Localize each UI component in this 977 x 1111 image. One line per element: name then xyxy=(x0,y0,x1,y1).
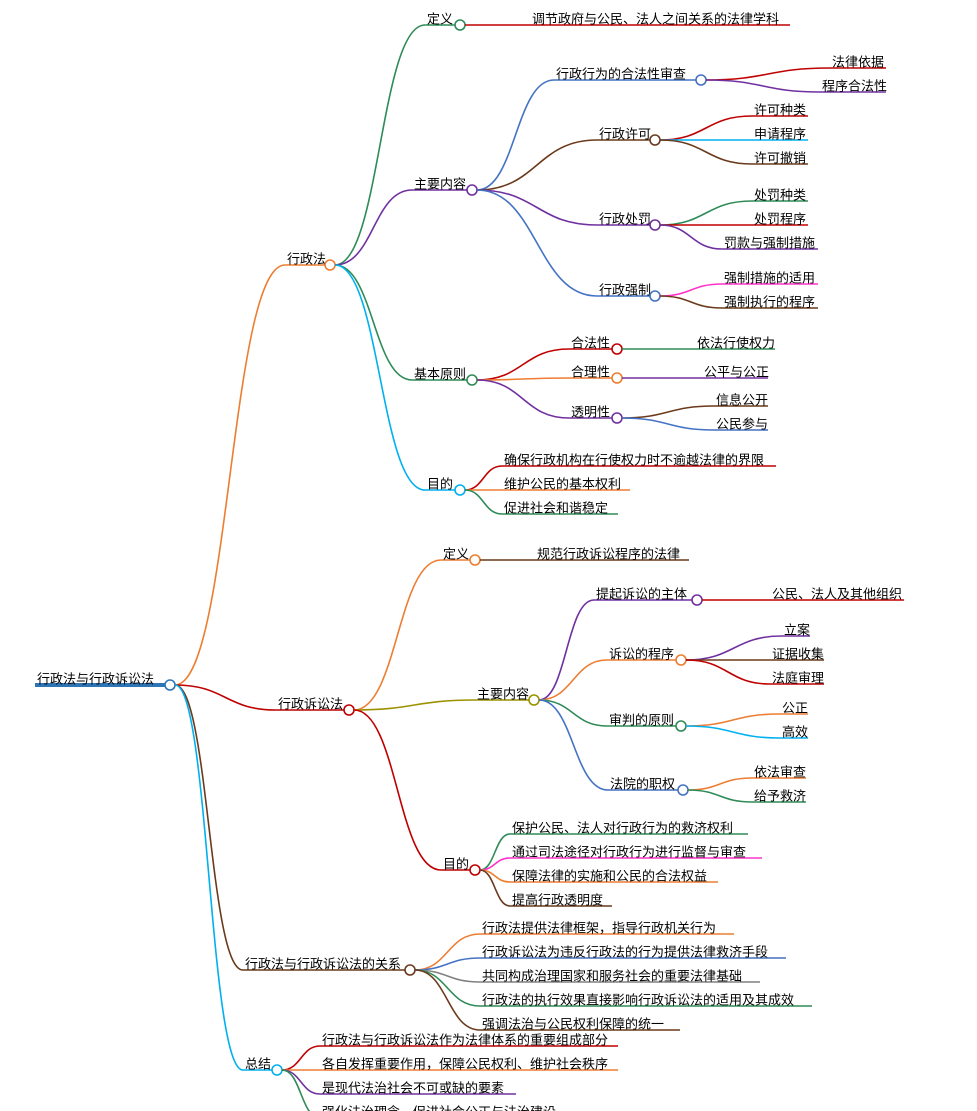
node-label: 通过司法途径对行政行为进行监督与审查 xyxy=(512,844,746,859)
node-label: 确保行政机构在行使权力时不逾越法律的界限 xyxy=(504,452,764,467)
node-label: 主要内容 xyxy=(414,176,466,191)
node-label: 基本原则 xyxy=(414,366,466,381)
node-label: 罚款与强制措施 xyxy=(724,235,815,250)
node-label: 行政法与行政诉讼法作为法律体系的重要组成部分 xyxy=(322,1032,608,1047)
node-label: 高效 xyxy=(782,724,808,739)
node-label: 法院的职权 xyxy=(610,776,675,791)
node-label: 定义 xyxy=(443,546,469,561)
node-label: 提起诉讼的主体 xyxy=(596,586,687,601)
node-label: 行政强制 xyxy=(599,282,651,297)
node-label: 处罚种类 xyxy=(754,187,806,202)
mindmap-svg: 行政法与行政诉讼法行政法定义调节政府与公民、法人之间关系的法律学科主要内容行政行… xyxy=(0,0,977,1111)
node-label: 定义 xyxy=(427,11,453,26)
node-label: 透明性 xyxy=(571,404,610,419)
node-label: 诉讼的程序 xyxy=(609,646,674,661)
node-label: 立案 xyxy=(784,622,810,637)
node-label: 共同构成治理国家和服务社会的重要法律基础 xyxy=(482,968,742,983)
node-label: 行政许可 xyxy=(599,126,651,141)
node-label: 规范行政诉讼程序的法律 xyxy=(537,546,680,561)
node-label: 许可种类 xyxy=(754,102,806,117)
node-label: 行政法与行政诉讼法 xyxy=(37,671,154,686)
node-label: 程序合法性 xyxy=(822,78,887,93)
node-label: 法庭审理 xyxy=(772,670,824,685)
node-label: 保护公民、法人对行政行为的救济权利 xyxy=(512,820,733,835)
node-label: 公平与公正 xyxy=(704,364,769,379)
node-label: 强制执行的程序 xyxy=(724,294,815,309)
node-label: 强化法治理念，促进社会公正与法治建设 xyxy=(322,1104,556,1111)
node-label: 公正 xyxy=(782,700,808,715)
node-label: 申请程序 xyxy=(754,126,806,141)
node-label: 维护公民的基本权利 xyxy=(504,476,621,491)
node-label: 总结 xyxy=(245,1056,271,1071)
node-label: 依法行使权力 xyxy=(697,335,775,350)
node-label: 调节政府与公民、法人之间关系的法律学科 xyxy=(532,11,779,26)
node-label: 行政诉讼法 xyxy=(278,696,343,711)
node-label: 信息公开 xyxy=(716,392,768,407)
node-label: 保障法律的实施和公民的合法权益 xyxy=(512,868,707,883)
node-label: 法律依据 xyxy=(832,54,884,69)
node-label: 行政法的执行效果直接影响行政诉讼法的适用及其成效 xyxy=(482,992,794,1007)
node-label: 行政法 xyxy=(287,251,326,266)
node-label: 公民、法人及其他组织 xyxy=(772,586,902,601)
node-label: 目的 xyxy=(443,856,469,871)
node-label: 公民参与 xyxy=(716,416,768,431)
node-label: 主要内容 xyxy=(477,686,529,701)
node-label: 给予救济 xyxy=(754,788,806,803)
node-label: 合法性 xyxy=(571,335,610,350)
node-label: 合理性 xyxy=(571,364,610,379)
node-label: 行政法与行政诉讼法的关系 xyxy=(245,956,401,971)
node-label: 行政诉讼法为违反行政法的行为提供法律救济手段 xyxy=(482,944,768,959)
node-label: 强调法治与公民权利保障的统一 xyxy=(482,1016,664,1031)
node-label: 是现代法治社会不可或缺的要素 xyxy=(322,1080,504,1095)
node-label: 行政法提供法律框架，指导行政机关行为 xyxy=(482,920,716,935)
node-label: 强制措施的适用 xyxy=(724,270,815,285)
node-label: 处罚程序 xyxy=(754,211,806,226)
node-label: 依法审查 xyxy=(754,764,806,779)
node-label: 各自发挥重要作用，保障公民权利、维护社会秩序 xyxy=(322,1056,608,1071)
node-label: 许可撤销 xyxy=(754,150,806,165)
node-label: 证据收集 xyxy=(772,646,824,661)
node-label: 审判的原则 xyxy=(609,712,674,727)
node-label: 行政行为的合法性审查 xyxy=(556,66,686,81)
node-label: 促进社会和谐稳定 xyxy=(504,500,608,515)
node-label: 行政处罚 xyxy=(599,211,651,226)
node-label: 提高行政透明度 xyxy=(512,892,603,907)
node-label: 目的 xyxy=(427,476,453,491)
